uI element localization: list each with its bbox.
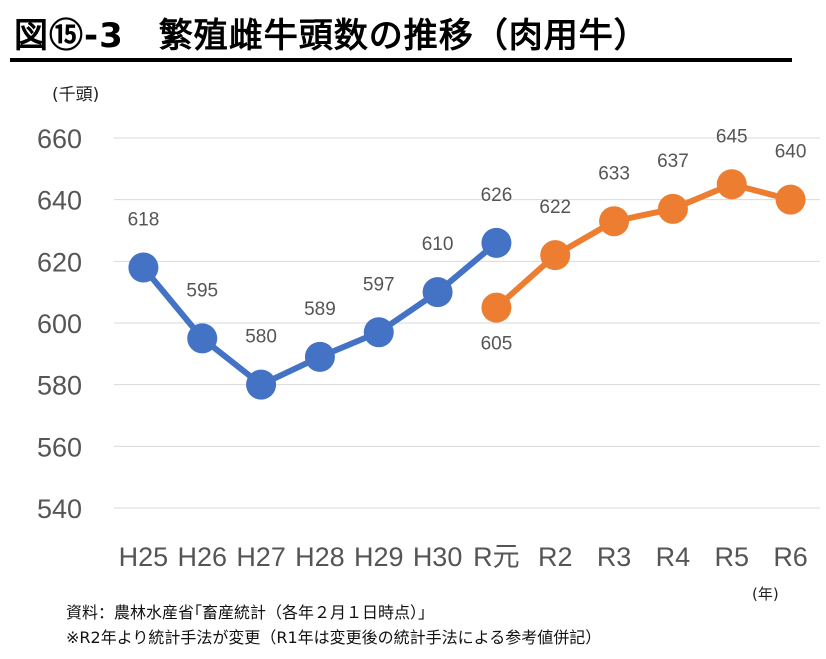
data-point [599, 206, 630, 237]
data-point [128, 252, 159, 283]
data-label: 605 [481, 334, 513, 355]
data-label: 618 [128, 210, 160, 231]
x-tick-label: H28 [295, 542, 345, 572]
data-label: 622 [539, 197, 571, 218]
x-tick-label: H26 [177, 542, 227, 572]
data-label: 626 [481, 185, 513, 206]
y-unit-label: (千頭) [52, 85, 100, 105]
data-point [540, 240, 571, 271]
y-tick-label: 560 [37, 432, 82, 462]
data-point [481, 292, 512, 323]
x-tick-label: R3 [597, 542, 632, 572]
x-tick-label: R元 [473, 542, 520, 572]
x-tick-label: R4 [656, 542, 691, 572]
x-tick-label: H27 [236, 542, 286, 572]
data-point [304, 341, 335, 372]
x-tick-label: H30 [413, 542, 463, 572]
data-label: 580 [245, 327, 277, 348]
data-label: 595 [186, 280, 218, 301]
x-tick-label: R5 [714, 542, 749, 572]
data-label: 637 [657, 151, 689, 172]
source-line-2: ※R2年より統計手法が変更（R1年は変更後の統計手法による参考値併記） [66, 628, 602, 647]
data-point [187, 323, 218, 354]
y-tick-label: 640 [37, 186, 82, 216]
data-label: 589 [304, 299, 336, 320]
data-label: 597 [363, 274, 395, 295]
y-tick-label: 580 [37, 371, 82, 401]
data-label: 633 [598, 163, 630, 184]
data-point [422, 277, 453, 308]
y-tick-label: 540 [37, 494, 82, 524]
y-tick-label: 600 [37, 309, 82, 339]
y-tick-label: 620 [37, 247, 82, 277]
data-point [775, 184, 806, 215]
title-underline [10, 58, 792, 62]
data-point [481, 227, 512, 258]
source-line-1: 資料：農林水産省｢畜産統計（各年２月１日時点）｣ [66, 603, 427, 622]
x-unit-label: (年) [752, 585, 779, 603]
y-tick-label: 660 [37, 124, 82, 154]
chart-title: 図⑮-3 繁殖雌牛頭数の推移（肉用牛） [14, 16, 649, 56]
data-point [246, 369, 277, 400]
data-label: 645 [716, 126, 748, 147]
data-point [363, 317, 394, 348]
x-tick-label: R2 [538, 542, 573, 572]
source-note: 資料：農林水産省｢畜産統計（各年２月１日時点）｣ ※R2年より統計手法が変更（R… [66, 600, 601, 650]
x-tick-label: H29 [354, 542, 404, 572]
data-point [716, 169, 747, 200]
data-point [657, 193, 688, 224]
x-tick-label: R6 [773, 542, 808, 572]
x-tick-label: H25 [119, 542, 169, 572]
data-label: 610 [422, 234, 454, 255]
data-label: 640 [775, 142, 807, 163]
